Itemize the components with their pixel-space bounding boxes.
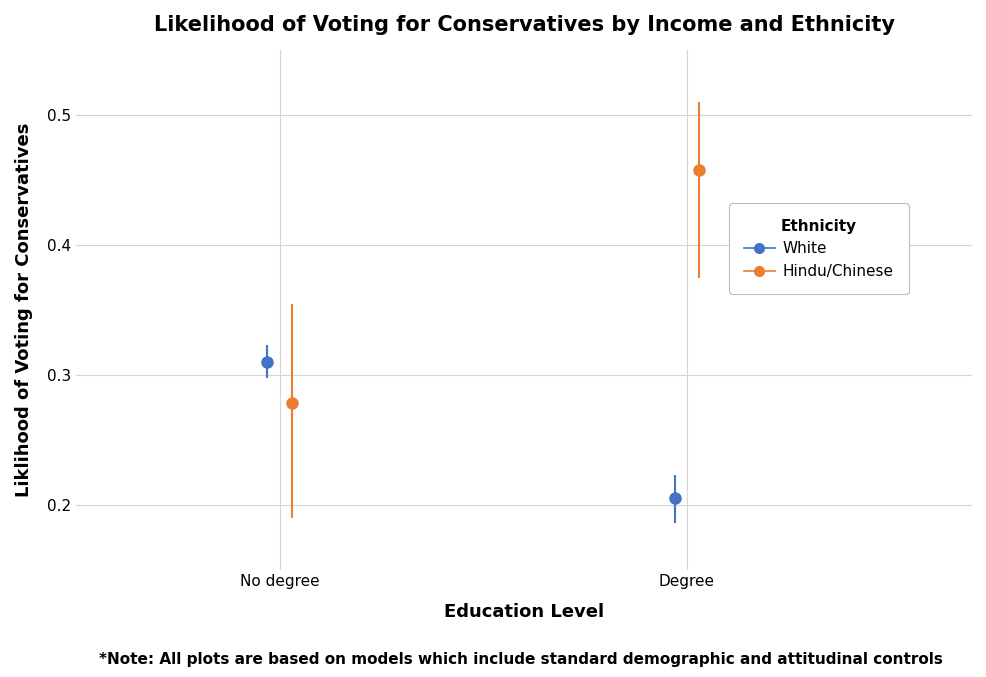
Y-axis label: Liklihood of Voting for Conservatives: Liklihood of Voting for Conservatives — [15, 123, 33, 497]
Text: *Note: All plots are based on models which include standard demographic and atti: *Note: All plots are based on models whi… — [99, 652, 942, 667]
X-axis label: Education Level: Education Level — [444, 603, 603, 621]
Title: Likelihood of Voting for Conservatives by Income and Ethnicity: Likelihood of Voting for Conservatives b… — [154, 15, 893, 35]
Legend: White, Hindu/Chinese: White, Hindu/Chinese — [728, 204, 907, 294]
